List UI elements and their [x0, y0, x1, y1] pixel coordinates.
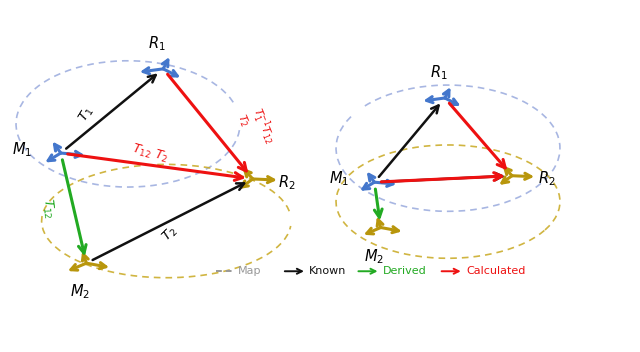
- Text: Derived: Derived: [383, 266, 426, 276]
- Text: $M_1$: $M_1$: [329, 170, 349, 188]
- Text: $R_2$: $R_2$: [278, 173, 296, 191]
- Text: $M_1$: $M_1$: [12, 140, 32, 159]
- Text: $T_1$: $T_1$: [76, 104, 97, 125]
- Text: $R_2$: $R_2$: [538, 170, 555, 188]
- Text: Calculated: Calculated: [466, 266, 525, 276]
- Text: $M_2$: $M_2$: [364, 247, 385, 266]
- Text: $R_1$: $R_1$: [148, 34, 166, 53]
- Text: $M_2$: $M_2$: [70, 283, 90, 301]
- Text: $R_1$: $R_1$: [429, 63, 447, 82]
- Text: $T_{12}\ T_2$: $T_{12}\ T_2$: [131, 141, 170, 165]
- Text: $T_2$: $T_2$: [159, 224, 180, 245]
- Text: $T_1^{-1}T_{12}$
$T_2$: $T_1^{-1}T_{12}$ $T_2$: [234, 104, 280, 152]
- Text: Known: Known: [309, 266, 346, 276]
- Text: Map: Map: [238, 266, 262, 276]
- Text: $T_{12}$: $T_{12}$: [39, 197, 57, 219]
